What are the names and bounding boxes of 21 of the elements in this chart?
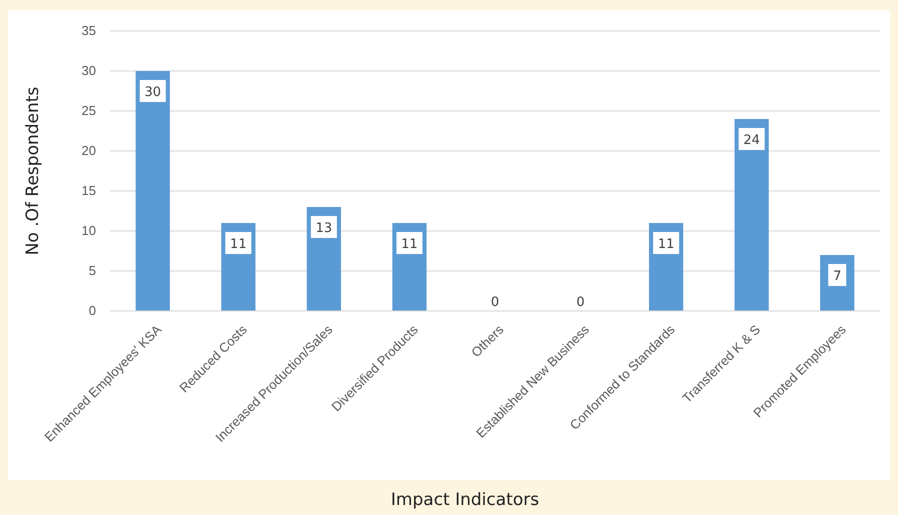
- data-label: 24: [743, 133, 760, 148]
- data-label: 0: [576, 295, 585, 310]
- y-tick-label: 0: [88, 303, 96, 318]
- y-tick-label: 15: [82, 183, 96, 198]
- y-tick-label: 30: [82, 63, 96, 78]
- y-axis-title: No .Of Respondents: [23, 86, 43, 256]
- y-tick-label: 5: [88, 263, 96, 278]
- data-label: 11: [658, 237, 674, 252]
- data-label: 30: [144, 85, 162, 100]
- data-label: 0: [490, 295, 500, 310]
- bar: [734, 119, 769, 311]
- y-tick-label: 20: [82, 143, 96, 158]
- data-label: 7: [833, 269, 842, 284]
- bar: [136, 71, 170, 311]
- data-label: 11: [401, 237, 418, 252]
- y-tick-label: 25: [82, 103, 96, 118]
- data-label: 11: [230, 237, 247, 252]
- y-tick-label: 35: [82, 23, 96, 38]
- y-tick-label: 10: [82, 223, 96, 238]
- x-axis-title: Impact Indicators: [390, 490, 540, 510]
- data-label: 13: [316, 221, 332, 236]
